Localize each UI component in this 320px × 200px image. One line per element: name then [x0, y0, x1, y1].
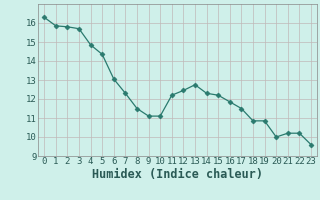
X-axis label: Humidex (Indice chaleur): Humidex (Indice chaleur): [92, 168, 263, 181]
